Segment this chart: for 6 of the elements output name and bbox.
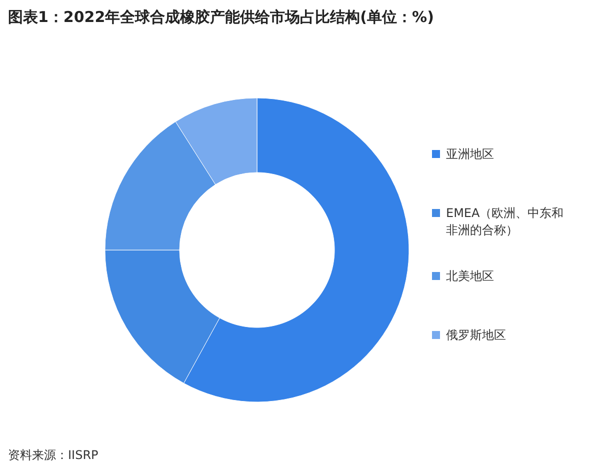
- chart-title: 图表1：2022年全球合成橡胶产能供给市场占比结构(单位：%): [8, 8, 434, 27]
- legend-label: 北美地区: [446, 268, 494, 285]
- text: 资料来源：IISRP: [8, 447, 98, 464]
- legend-label: EMEA（欧洲、中东和非洲的合称）: [446, 205, 565, 239]
- legend-label: 俄罗斯地区: [446, 327, 506, 344]
- legend-label: 亚洲地区: [446, 146, 494, 163]
